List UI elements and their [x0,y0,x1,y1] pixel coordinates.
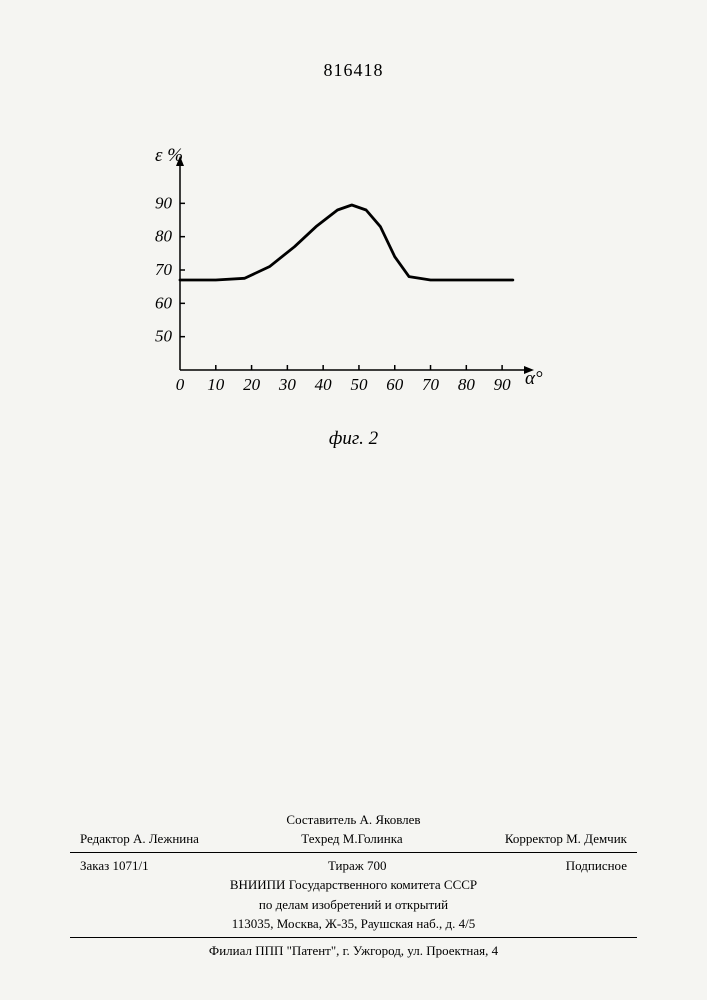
svg-text:90: 90 [494,375,512,394]
footer-sub: Подписное [566,856,627,876]
svg-text:40: 40 [315,375,333,394]
footer-compiler: Составитель А. Яковлев [70,810,637,830]
footer-dept: по делам изобретений и открытий [70,895,637,915]
x-axis-title: α° [525,368,543,390]
footer: Составитель А. Яковлев Редактор А. Лежни… [70,810,637,961]
footer-order-row: Заказ 1071/1 Тираж 700 Подписное [70,856,637,876]
footer-corrector: Корректор М. Демчик [505,829,627,849]
footer-credits: Редактор А. Лежнина Техред М.Голинка Кор… [70,829,637,849]
figure-caption: фиг. 2 [329,428,378,450]
svg-text:10: 10 [207,375,225,394]
chart: 50607080900102030405060708090 ε % α° [130,150,550,430]
svg-text:30: 30 [278,375,297,394]
footer-divider-1 [70,852,637,853]
footer-branch: Филиал ППП "Патент", г. Ужгород, ул. Про… [70,941,637,961]
svg-text:70: 70 [422,375,440,394]
svg-text:50: 50 [155,327,173,346]
footer-editor: Редактор А. Лежнина [80,829,199,849]
footer-org: ВНИИПИ Государственного комитета СССР [70,875,637,895]
footer-tech: Техред М.Голинка [301,829,402,849]
svg-text:20: 20 [243,375,261,394]
svg-text:90: 90 [155,193,173,212]
svg-text:60: 60 [155,293,173,312]
chart-svg: 50 60 70 80 90 0 10 20 30 40 50 60 70 80 90 [130,150,550,430]
svg-text:50: 50 [350,375,368,394]
svg-text:60: 60 [386,375,404,394]
svg-text:80: 80 [458,375,476,394]
svg-text:70: 70 [155,260,173,279]
svg-text:0: 0 [176,375,185,394]
footer-order: Заказ 1071/1 [80,856,149,876]
footer-divider-2 [70,937,637,938]
footer-address: 113035, Москва, Ж-35, Раушская наб., д. … [70,914,637,934]
footer-tirage: Тираж 700 [328,856,387,876]
svg-text:80: 80 [155,227,173,246]
page-number: 816418 [324,60,384,81]
y-axis-title: ε % [155,145,183,167]
